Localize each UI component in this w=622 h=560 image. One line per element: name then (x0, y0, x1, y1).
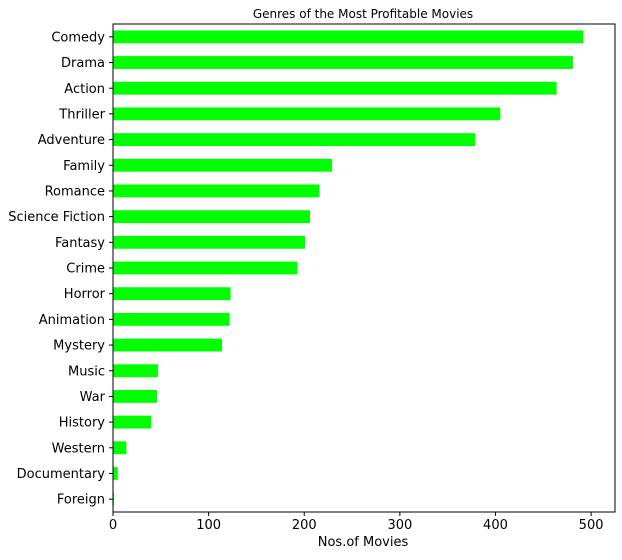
x-tick-label: 100 (196, 518, 221, 533)
y-tick-label: History (59, 416, 106, 431)
y-tick-label: War (80, 390, 106, 405)
plot-frame (112, 23, 616, 513)
y-tick-label: Foreign (57, 493, 105, 508)
y-tick-label: Documentary (17, 467, 106, 482)
x-tick-label: 500 (579, 518, 604, 533)
y-tick-label: Western (52, 441, 105, 456)
y-tick-label: Animation (39, 313, 105, 328)
bar-thriller (113, 107, 501, 121)
y-axis: Comedy Drama Action Thriller Adventure Family… (8, 30, 113, 508)
bar-family (113, 158, 332, 172)
bar-war (113, 390, 157, 403)
y-tick-label: Romance (45, 184, 105, 199)
bars-layer (113, 30, 584, 506)
y-tick-label: Mystery (53, 339, 105, 354)
bar-action (113, 81, 557, 95)
x-tick-label: 200 (292, 518, 317, 533)
y-tick-label: Drama (61, 56, 105, 71)
y-tick-label: Action (64, 82, 105, 97)
bar-mystery (113, 338, 223, 352)
bar-fantasy (113, 235, 306, 249)
bar-drama (113, 56, 573, 69)
bar-crime (113, 261, 298, 275)
y-tick-label: Music (68, 364, 105, 379)
y-tick-label: Fantasy (55, 236, 105, 251)
y-tick-label: Comedy (51, 30, 105, 45)
chart-title: Genres of the Most Profitable Movies (253, 7, 473, 21)
bar-animation (113, 312, 230, 326)
x-axis: 0 100 200 300 400 500 (109, 512, 604, 533)
x-tick-label: 300 (387, 518, 412, 533)
x-tick-label: 0 (109, 518, 117, 533)
y-tick-label: Crime (66, 262, 105, 277)
y-tick-label: Adventure (38, 133, 105, 148)
bar-adventure (113, 133, 476, 146)
bar-history (113, 415, 152, 429)
x-tick-label: 400 (483, 518, 508, 533)
y-tick-label: Horror (64, 287, 106, 302)
bar-romance (113, 184, 320, 198)
bar-comedy (113, 30, 584, 44)
y-tick-label: Family (63, 159, 105, 174)
bar-horror (113, 287, 231, 301)
y-tick-label: Thriller (58, 107, 105, 122)
y-tick-label: Science Fiction (8, 210, 105, 225)
bar-documentary (113, 467, 118, 480)
bar-western (113, 441, 127, 455)
bar-music (113, 364, 158, 378)
bar-science-fiction (113, 210, 310, 224)
x-axis-label: Nos.of Movies (318, 535, 409, 550)
